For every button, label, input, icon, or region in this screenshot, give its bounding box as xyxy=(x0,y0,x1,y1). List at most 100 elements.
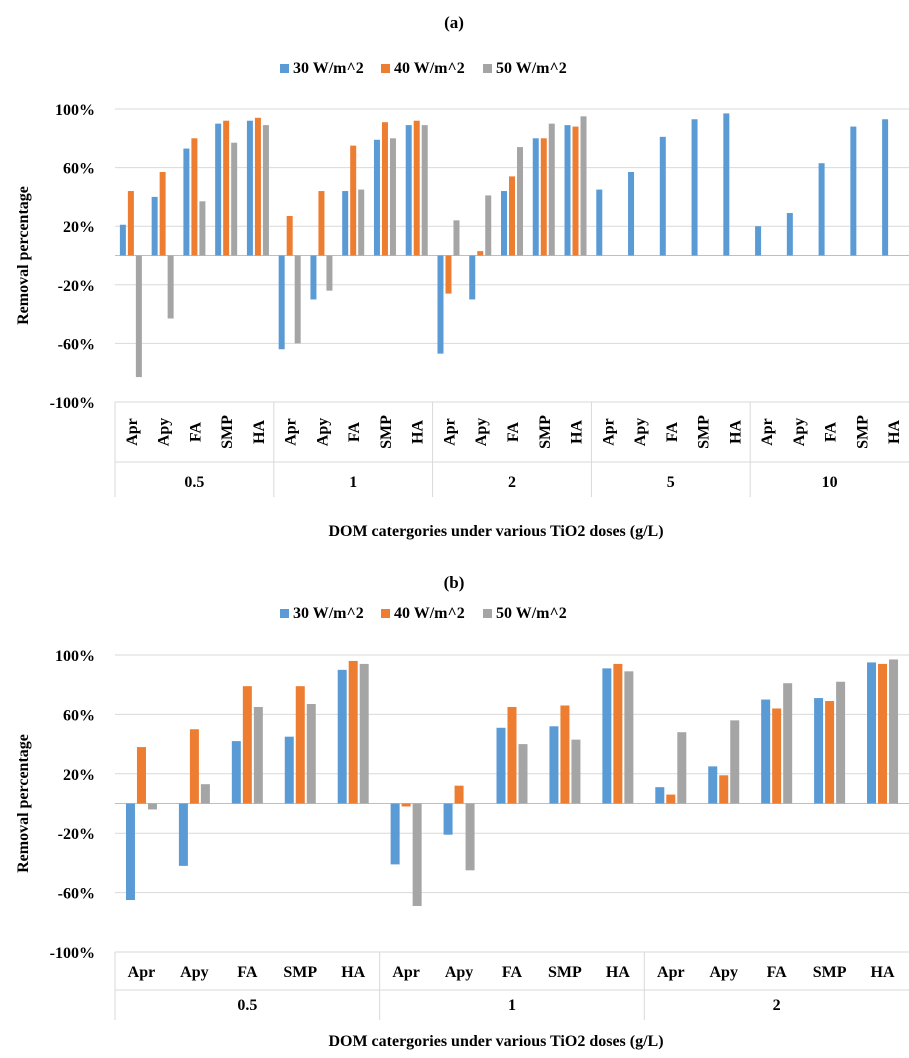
category-label: FA xyxy=(823,421,840,442)
bar-1-Apr-s2 xyxy=(286,215,293,256)
category-label: SMP xyxy=(813,964,847,981)
bar-1-FA-s2 xyxy=(350,145,357,256)
bar-0.5-SMP-s1 xyxy=(284,736,294,804)
bar-1-SMP-s1 xyxy=(549,726,559,804)
category-label: SMP xyxy=(854,415,871,449)
bar-1-Apy-s2 xyxy=(318,191,325,256)
category-label: FA xyxy=(237,964,258,981)
category-label: SMP xyxy=(283,964,317,981)
bar-1-HA-s2 xyxy=(413,120,420,256)
legend-label: 30 W/m^2 xyxy=(293,60,364,77)
bar-5-Apr-s1 xyxy=(596,189,603,256)
legend-label: 40 W/m^2 xyxy=(394,60,465,77)
legend: 30 W/m^2 40 W/m^2 50 W/m^2 xyxy=(280,605,567,622)
bar-0.5-Apr-s1 xyxy=(125,803,135,901)
bar-2-HA-s3 xyxy=(580,116,587,256)
bar-10-HA-s1 xyxy=(882,119,889,256)
bar-0.5-HA-s3 xyxy=(359,663,369,804)
legend-label: 50 W/m^2 xyxy=(496,605,567,622)
category-label: Apr xyxy=(600,418,617,446)
bar-0.5-Apy-s2 xyxy=(159,171,166,256)
category-label: Apy xyxy=(632,418,649,446)
category-axis: 0.5 Apr Apy FA SMP HA 1 Apr Apy FA SMP HA 2 Apr Apy FA S… xyxy=(114,951,909,1020)
bar-1-Apy-s1 xyxy=(310,255,317,300)
bar-2-Apr-s1 xyxy=(655,787,665,804)
category-label: Apr xyxy=(392,964,420,981)
category-label: SMP xyxy=(537,415,554,449)
bar-10-Apy-s1 xyxy=(786,213,793,256)
bar-1-FA-s3 xyxy=(358,189,365,256)
category-label: HA xyxy=(410,420,427,444)
bar-2-Apy-s3 xyxy=(485,195,492,256)
category-label: FA xyxy=(187,421,204,442)
category-label: Apy xyxy=(180,964,208,981)
y-tick-label: 60% xyxy=(63,707,95,724)
bar-1-FA-s2 xyxy=(507,706,517,804)
bar-2-HA-s3 xyxy=(889,659,899,804)
y-tick-label: 20% xyxy=(63,767,95,784)
bar-1-FA-s1 xyxy=(496,727,506,804)
bar-10-SMP-s1 xyxy=(850,126,857,256)
category-label: HA xyxy=(569,420,586,444)
y-tick-label: -60% xyxy=(58,886,95,903)
group-label: 10 xyxy=(822,474,838,491)
legend-label: 30 W/m^2 xyxy=(293,605,364,622)
bar-10-Apr-s1 xyxy=(755,226,762,256)
legend-label: 40 W/m^2 xyxy=(394,605,465,622)
category-label: Apy xyxy=(791,418,808,446)
bar-0.5-HA-s3 xyxy=(262,125,269,256)
bar-2-Apr-s3 xyxy=(453,220,460,256)
bar-5-Apy-s1 xyxy=(628,171,635,256)
legend-swatch xyxy=(483,609,492,618)
bar-0.5-SMP-s3 xyxy=(306,704,316,804)
x-axis-label: DOM catergories under various TiO2 doses… xyxy=(328,523,663,540)
bar-0.5-Apy-s1 xyxy=(178,803,188,866)
bar-0.5-FA-s3 xyxy=(253,706,263,804)
bar-0.5-Apy-s3 xyxy=(167,255,174,319)
category-label: Apr xyxy=(441,418,458,446)
bar-5-HA-s1 xyxy=(723,113,730,256)
bar-1-Apy-s3 xyxy=(326,255,333,291)
bar-2-SMP-s1 xyxy=(532,138,539,256)
category-label: Apy xyxy=(473,418,490,446)
category-label: FA xyxy=(767,964,788,981)
bar-1-Apy-s2 xyxy=(454,785,464,804)
bar-0.5-Apy-s2 xyxy=(189,729,199,804)
legend-label: 50 W/m^2 xyxy=(496,60,567,77)
category-label: Apr xyxy=(128,964,156,981)
category-label: SMP xyxy=(548,964,582,981)
bar-0.5-HA-s1 xyxy=(337,669,347,804)
y-axis-label: Removal percentage xyxy=(15,186,32,325)
legend-swatch xyxy=(483,64,492,73)
bar-5-FA-s1 xyxy=(659,136,666,256)
bar-0.5-HA-s1 xyxy=(246,120,253,256)
bar-1-SMP-s3 xyxy=(389,138,396,256)
bar-1-Apr-s1 xyxy=(278,255,285,350)
bar-0.5-FA-s3 xyxy=(199,201,206,256)
category-label: Apr xyxy=(283,418,300,446)
bar-2-Apy-s1 xyxy=(469,255,476,300)
category-label: HA xyxy=(727,420,744,444)
y-tick-label: 60% xyxy=(63,161,95,178)
category-label: HA xyxy=(886,420,903,444)
y-tick-label: -100% xyxy=(50,395,95,412)
category-label: Apr xyxy=(657,964,685,981)
chart-title: (b) xyxy=(444,573,465,592)
bar-0.5-FA-s2 xyxy=(242,686,252,804)
bar-2-Apy-s3 xyxy=(730,720,740,804)
bar-2-Apy-s2 xyxy=(719,775,729,804)
bar-1-Apr-s3 xyxy=(294,255,301,344)
group-label: 0.5 xyxy=(237,997,257,1014)
bar-0.5-Apr-s1 xyxy=(119,224,126,256)
bar-2-FA-s3 xyxy=(517,147,523,256)
bar-0.5-Apr-s3 xyxy=(135,255,142,378)
bar-5-SMP-s1 xyxy=(691,119,698,256)
legend-swatch xyxy=(280,609,289,618)
group-label: 0.5 xyxy=(184,474,204,491)
bar-1-HA-s1 xyxy=(602,668,612,804)
bar-2-FA-s3 xyxy=(783,683,793,804)
bar-2-Apr-s3 xyxy=(677,732,687,804)
bar-0.5-SMP-s2 xyxy=(295,686,305,804)
bar-0.5-FA-s2 xyxy=(191,138,198,256)
bar-2-Apy-s2 xyxy=(477,251,484,256)
